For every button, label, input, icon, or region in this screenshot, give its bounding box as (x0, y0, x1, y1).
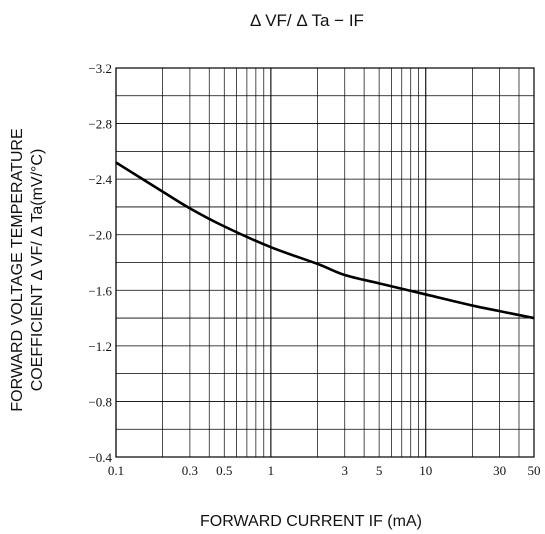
x-tick-label: 30 (493, 463, 506, 478)
y-tick-labels: −3.2 −2.8 −2.4 −2.0 −1.6 −1.2 −0.8 −0.4 (88, 61, 112, 465)
y-tick-label: −1.2 (88, 339, 112, 354)
x-tick-label: 1 (268, 463, 275, 478)
y-tick-label: −2.4 (88, 172, 112, 187)
x-tick-label: 0.3 (182, 463, 198, 478)
x-tick-label: 0.5 (216, 463, 232, 478)
x-axis-label: FORWARD CURRENT IF (mA) (200, 513, 422, 530)
x-tick-label: 10 (419, 463, 432, 478)
x-tick-label: 3 (342, 463, 349, 478)
y-tick-label: −2.8 (88, 117, 112, 132)
y-tick-label: −1.6 (88, 283, 112, 298)
plot-grid (115, 67, 535, 458)
chart-title: Δ VF/ Δ Ta − IF (250, 11, 364, 30)
series-line (115, 161, 535, 320)
plot-frame (115, 67, 535, 458)
x-tick-label: 0.1 (108, 463, 124, 478)
y-tick-label: −0.8 (88, 394, 112, 409)
x-tick-label: 5 (376, 463, 383, 478)
y-tick-label: −2.0 (88, 228, 112, 243)
y-tick-label: −3.2 (88, 61, 112, 76)
x-tick-label: 50 (528, 463, 541, 478)
y-axis-label-line1: FORWARD VOLTAGE TEMPERATURE (9, 128, 26, 411)
y-tick-label: −0.4 (88, 450, 112, 465)
y-axis-label-line2: COEFFICIENT Δ VF/ Δ Ta(mV/°C) (29, 149, 46, 392)
x-tick-labels: 0.1 0.3 0.5 1 3 5 10 30 50 (108, 463, 541, 478)
